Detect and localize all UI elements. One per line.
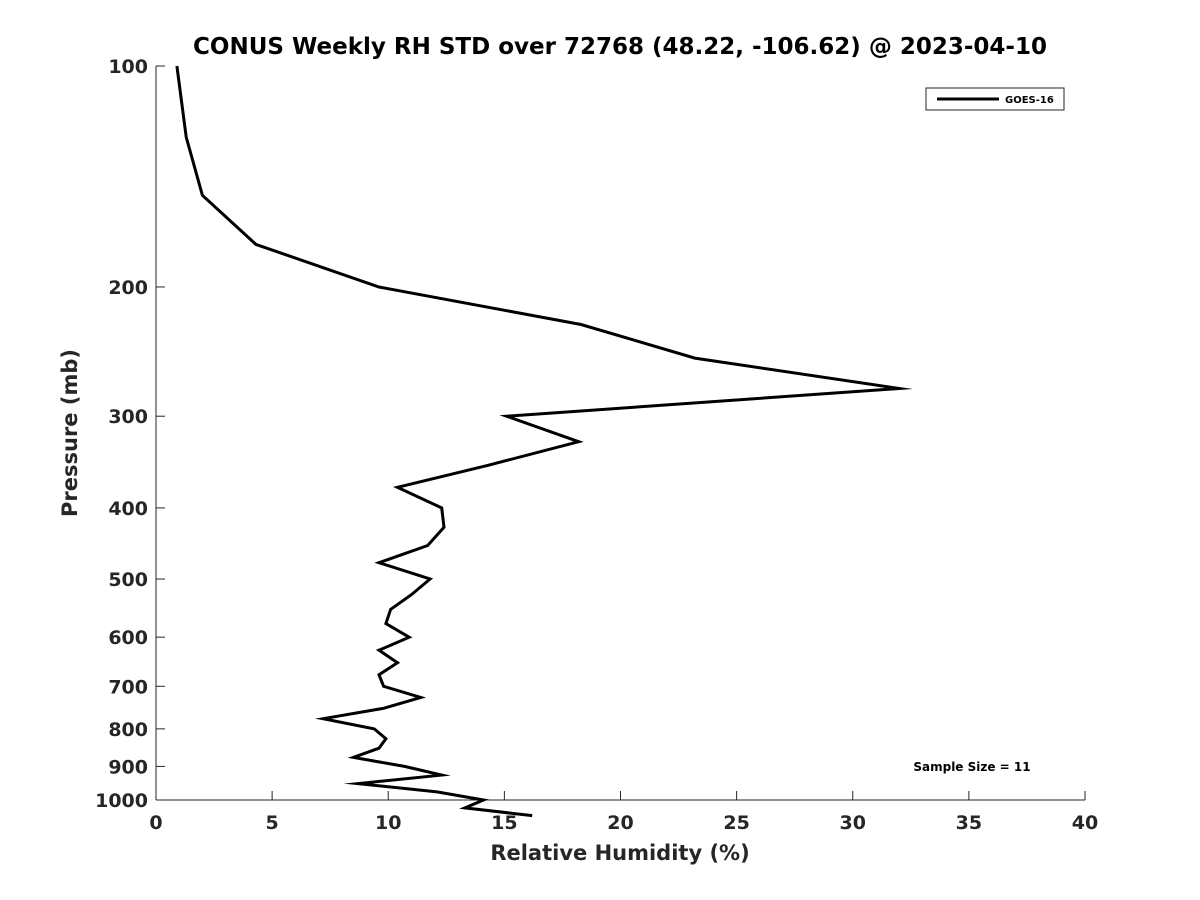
series-layer [175, 65, 913, 818]
x-tick-label: 35 [956, 812, 982, 834]
chart-title: CONUS Weekly RH STD over 72768 (48.22, -… [193, 34, 1047, 60]
y-tick-label: 300 [108, 406, 148, 428]
x-tick-label: 25 [723, 812, 749, 834]
y-tick-label: 700 [108, 676, 148, 698]
x-tick-label: 5 [266, 812, 279, 834]
x-tick-label: 0 [149, 812, 162, 834]
legend: GOES-16 [925, 87, 1065, 111]
x-tick-label: 20 [607, 812, 633, 834]
y-axis-label: Pressure (mb) [58, 349, 82, 517]
y-tick-label: 200 [108, 277, 148, 299]
legend-label-goes16: GOES-16 [1005, 95, 1054, 106]
x-ticks: 0 5 10 15 20 25 30 35 40 [149, 791, 1098, 834]
y-tick-label: 100 [108, 56, 148, 78]
y-tick-label: 800 [108, 719, 148, 741]
y-tick-label: 1000 [95, 790, 148, 812]
y-tick-label: 400 [108, 498, 148, 520]
sample-size-annotation: Sample Size = 11 [913, 760, 1030, 774]
y-tick-label: 600 [108, 627, 148, 649]
x-tick-label: 10 [375, 812, 401, 834]
y-ticks: 100 200 300 400 500 600 700 800 900 1000 [95, 56, 165, 812]
x-tick-label: 30 [840, 812, 866, 834]
plot-axes [155, 66, 1085, 801]
x-tick-label: 15 [491, 812, 517, 834]
x-tick-label: 40 [1072, 812, 1098, 834]
y-tick-label: 500 [108, 569, 148, 591]
y-tick-label: 900 [108, 756, 148, 778]
x-axis-label: Relative Humidity (%) [490, 841, 749, 865]
series-line-goes16 [175, 65, 913, 818]
